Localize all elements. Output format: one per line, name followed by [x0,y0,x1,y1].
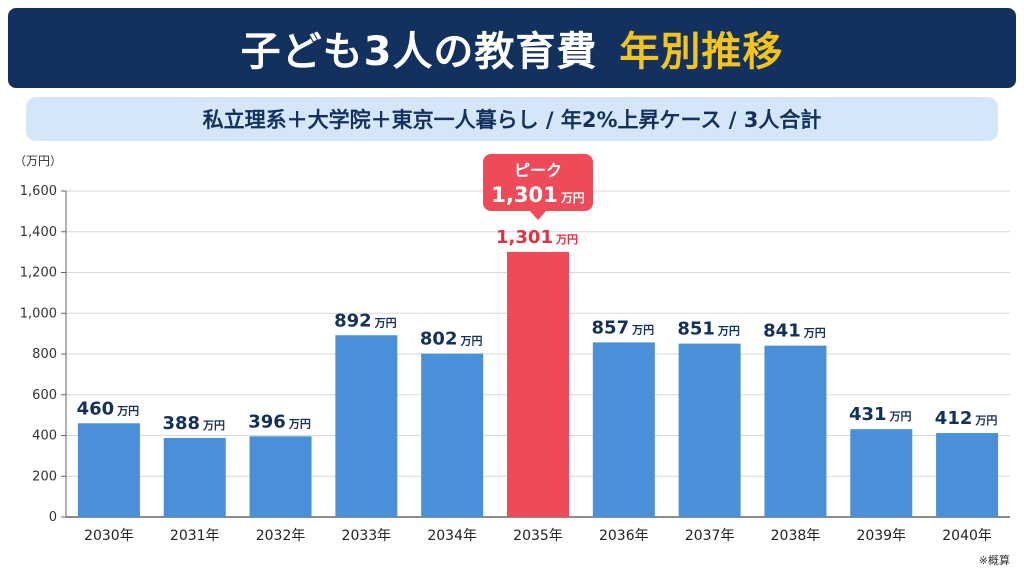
bar [678,343,741,517]
x-tick-label: 2034年 [427,528,477,544]
data-label: 1,301 万円 [496,227,578,248]
data-label: 431 万円 [849,404,912,425]
x-tick-label: 2032年 [256,528,306,544]
y-tick-label: 400 [32,429,57,444]
bars [77,251,999,517]
chart-title-accent: 年別推移 [619,29,784,75]
bar [764,345,827,517]
footnote: ※概算 [978,554,1010,567]
x-tick-label: 2031年 [170,528,220,544]
bar [421,353,484,517]
x-tick-label: 2035年 [513,528,563,544]
peak-callout-label: ピーク [514,161,562,180]
y-tick-label: 600 [32,388,57,403]
peak-callout-pointer [530,211,546,220]
bar-peak [507,251,569,517]
x-tick-label: 2040年 [942,528,992,544]
data-labels: 2030年 460 万円 2031年 388 万円 2032年 396 万円 2033年 892 万円… [77,227,998,544]
data-label: 857 万円 [592,317,655,338]
data-label: 802 万円 [420,329,483,350]
data-label: 412 万円 [935,408,998,429]
data-label: 460 万円 [77,398,140,419]
y-tick-label: 1,400 [20,225,57,240]
bar [936,433,999,517]
x-tick-label: 2038年 [771,528,821,544]
y-tick-label: 0 [49,510,57,525]
bar [163,437,226,517]
bar [77,423,140,517]
data-label: 841 万円 [763,321,826,342]
peak-callout-box [483,154,593,211]
bar [850,429,913,517]
y-axis-unit-label: （万円） [14,154,63,168]
peak-callout: ピーク 1,301 万円 [483,154,593,220]
chart-subtitle: 私立理系＋大学院＋東京一人暮らし / 年2%上昇ケース / 3人合計 [26,97,998,141]
y-tick-label: 1,000 [20,306,57,321]
x-tick-label: 2037年 [685,528,735,544]
data-label: 388 万円 [162,413,225,434]
y-tick-label: 1,600 [20,184,57,199]
y-tick-label: 1,200 [20,266,57,281]
x-tick-label: 2030年 [84,528,134,544]
y-tick-label: 800 [32,347,57,362]
bar [249,436,312,517]
bar [335,335,398,517]
x-tick-label: 2039年 [856,528,906,544]
bar [592,342,655,517]
x-tick-label: 2036年 [599,528,649,544]
y-tick-label: 200 [32,469,57,484]
data-label: 396 万円 [248,411,311,432]
data-label: 892 万円 [334,310,397,331]
data-label: 851 万円 [677,319,740,340]
x-tick-label: 2033年 [342,528,392,544]
title-banner: 子ども3人の教育費 年別推移 [8,8,1016,88]
peak-callout-value: 1,301 万円 [491,183,584,207]
chart-title: 子ども3人の教育費 [240,29,598,75]
